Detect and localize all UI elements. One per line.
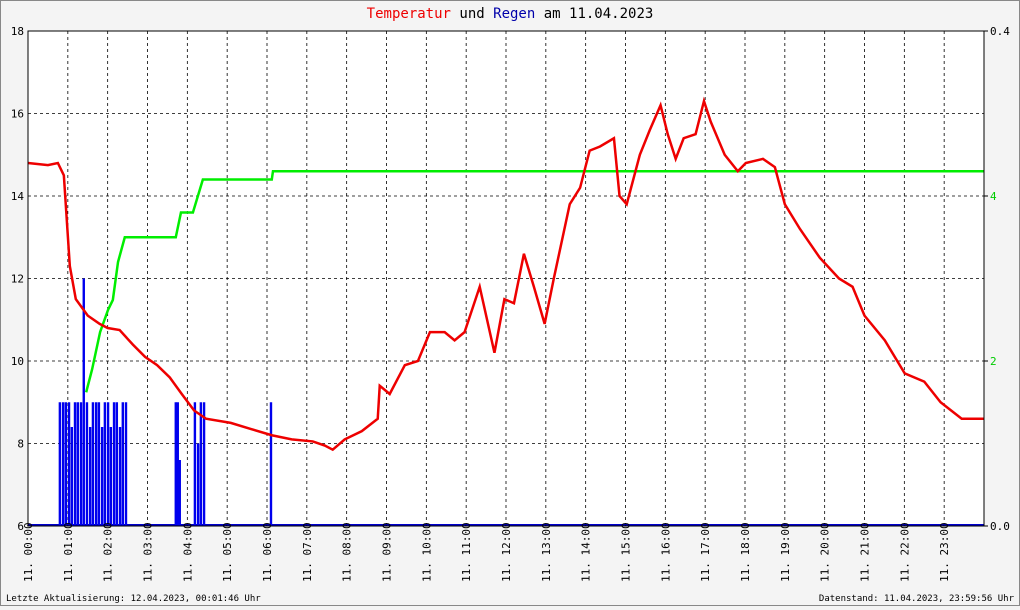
x-tick-label: 11. 23:00	[938, 522, 951, 582]
y-tick-label: 10	[11, 355, 24, 368]
x-tick-label: 11. 01:00	[62, 522, 75, 582]
bar	[58, 402, 62, 526]
x-tick-label: 11. 13:00	[540, 522, 553, 582]
x-tick-label: 11. 21:00	[859, 522, 872, 582]
x-tick-label: 11. 09:00	[381, 522, 394, 582]
bar	[67, 402, 71, 526]
bar	[269, 402, 273, 526]
x-tick-label: 11. 19:00	[779, 522, 792, 582]
bar	[61, 402, 65, 526]
y-tick-label: 18	[11, 25, 24, 38]
x-tick-label: 11. 08:00	[341, 522, 354, 582]
bar	[76, 402, 79, 526]
bar	[176, 402, 179, 526]
title-date: am 11.04.2023	[544, 6, 654, 22]
x-tick-label: 11. 10:00	[420, 522, 433, 582]
title-and: und	[459, 6, 484, 22]
x-tick-label: 11. 14:00	[580, 522, 593, 582]
x-tick-label: 11. 22:00	[898, 522, 911, 582]
x-tick-label: 11. 11:00	[460, 522, 473, 582]
bar	[174, 402, 177, 526]
x-tick-label: 11. 15:00	[620, 522, 633, 582]
bar	[82, 278, 85, 526]
y-tick-label: 12	[11, 273, 24, 286]
footer-right: Datenstand: 11.04.2023, 23:59:56 Uhr	[819, 594, 1015, 604]
y-tick-label: 16	[11, 108, 24, 121]
bar	[118, 427, 122, 526]
x-tick-label: 11. 05:00	[221, 522, 234, 582]
bar	[178, 460, 181, 526]
y2-tick-label: 4	[990, 190, 997, 203]
x-tick-label: 11. 18:00	[739, 522, 752, 582]
y2-tick-label: 2	[990, 355, 997, 368]
bar	[199, 402, 203, 526]
y-tick-label: 8	[17, 438, 24, 451]
bar	[124, 402, 128, 526]
bar	[85, 402, 89, 526]
bar	[202, 402, 206, 526]
x-tick-label: 11. 02:00	[102, 522, 115, 582]
bar	[97, 402, 101, 526]
bar	[196, 443, 200, 526]
bar	[100, 427, 104, 526]
y2-tick-label: 0.0	[990, 520, 1010, 533]
y2-tick-label: 0.4	[990, 25, 1010, 38]
title-temp: Temperatur	[367, 6, 451, 22]
bar	[73, 402, 77, 526]
bar	[91, 402, 95, 526]
plot-border	[27, 30, 985, 527]
bar	[94, 402, 98, 526]
line-series	[27, 96, 984, 452]
grid	[27, 30, 984, 527]
x-tick-label: 11. 16:00	[659, 522, 672, 582]
bar	[109, 427, 113, 526]
bar	[88, 427, 92, 526]
bar	[112, 402, 116, 526]
x-tick-label: 11. 07:00	[301, 522, 314, 582]
bar	[103, 402, 107, 526]
bar	[106, 402, 110, 526]
x-tick-label: 11. 04:00	[181, 522, 194, 582]
title-rain: Regen	[493, 6, 535, 22]
bar	[70, 427, 74, 526]
x-tick-label: 11. 20:00	[819, 522, 832, 582]
y-tick-label: 14	[11, 190, 25, 203]
x-tick-label: 11. 12:00	[500, 522, 513, 582]
x-tick-label: 11. 03:00	[142, 522, 155, 582]
bar	[193, 402, 197, 526]
x-tick-label: 11. 00:00	[22, 522, 35, 582]
marks	[27, 96, 984, 526]
bar	[64, 402, 68, 526]
bar	[115, 402, 119, 526]
x-tick-label: 11. 06:00	[261, 522, 274, 582]
line-series	[84, 170, 984, 393]
chart-title: Temperatur und Regen am 11.04.2023	[367, 6, 654, 22]
axes: 6 8 10 12 14 16 18 0.0 2 4 0.4 11. 00:00 11. 01:00 11…	[11, 25, 1010, 582]
y-tick-label: 6	[17, 520, 24, 533]
footer-left: Letzte Aktualisierung: 12.04.2023, 00:01…	[6, 594, 261, 604]
x-tick-label: 11. 17:00	[699, 522, 712, 582]
bar	[121, 402, 125, 526]
bar	[79, 402, 83, 526]
